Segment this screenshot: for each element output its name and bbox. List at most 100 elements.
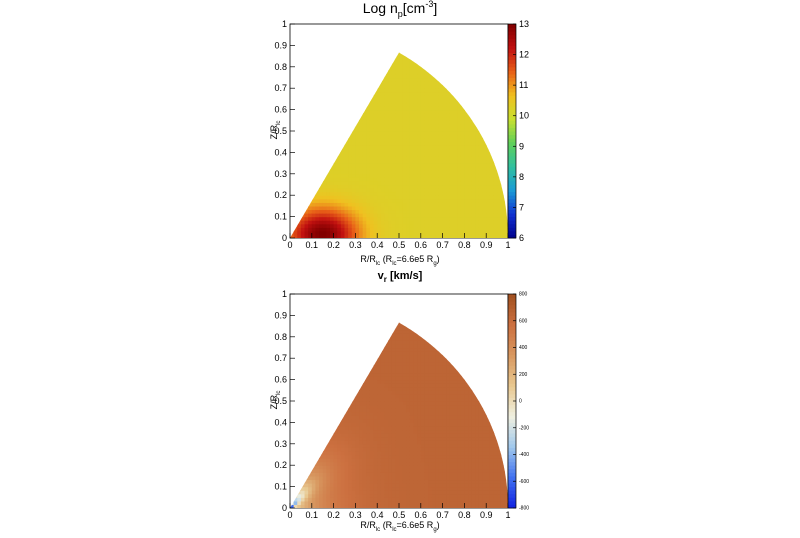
heatmap-cell [468,142,472,146]
heatmap-cell [439,185,443,189]
heatmap-cell [414,85,418,89]
heatmap-cell [312,501,316,505]
heatmap-cell [308,497,312,501]
heatmap-cell [392,138,396,142]
heatmap-cell [435,149,439,153]
heatmap-cell [384,120,388,124]
heatmap-cell [414,220,418,224]
heatmap-cell [417,99,421,103]
heatmap-cell [461,124,465,128]
heatmap-cell [384,110,388,114]
heatmap-cell [355,415,359,419]
heatmap-cell [359,202,363,206]
heatmap-cell [497,195,501,199]
heatmap-cell [483,181,487,185]
heatmap-cell [403,92,407,96]
heatmap-cell [399,127,403,131]
heatmap-cell [341,174,345,178]
heatmap-cell [363,209,367,213]
heatmap-cell [454,209,458,213]
heatmap-cell [388,220,392,224]
heatmap-cell [428,163,432,167]
heatmap-cell [370,152,374,156]
heatmap-cell [435,131,439,135]
heatmap-cell [493,220,497,224]
heatmap-cell [468,217,472,221]
heatmap-cell [457,220,461,224]
heatmap-cell [399,81,403,85]
heatmap-cell [428,181,432,185]
heatmap-cell [352,444,356,448]
y-tick-label: 0.4 [274,147,287,157]
heatmap-cell [341,497,345,501]
heatmap-cell [421,110,425,114]
heatmap-cell [490,181,494,185]
heatmap-cell [428,120,432,124]
heatmap-cell [345,188,349,192]
heatmap-cell [439,206,443,210]
heatmap-cell [334,476,338,480]
heatmap-cell [446,95,450,99]
x-tick-label: 0.4 [371,240,384,250]
heatmap-cell [406,177,410,181]
heatmap-cell [428,138,432,142]
heatmap-cell [450,117,454,121]
heatmap-cell [330,202,334,206]
heatmap-cell [461,149,465,153]
heatmap-cell [355,501,359,505]
heatmap-cell [363,419,367,423]
heatmap-cell [352,476,356,480]
heatmap-cell [370,234,374,238]
heatmap-cell [308,487,312,491]
heatmap-cell [403,81,407,85]
heatmap-cell [501,234,505,238]
heatmap-cell [341,487,345,491]
heatmap-cell [319,231,323,235]
heatmap-cell [490,167,494,171]
heatmap-cell [341,483,345,487]
heatmap-cell [421,160,425,164]
heatmap-cell [363,476,367,480]
heatmap-cell [432,117,436,121]
heatmap-cell [403,202,407,206]
heatmap-cell [355,455,359,459]
heatmap-cell [410,99,414,103]
heatmap-cell [381,199,385,203]
heatmap-cell [370,177,374,181]
heatmap-cell [432,202,436,206]
heatmap-cell [483,199,487,203]
heatmap-cell [334,199,338,203]
heatmap-cell [435,234,439,238]
heatmap-cell [305,501,309,505]
heatmap-cell [341,451,345,455]
heatmap-cell [410,63,414,67]
heatmap-cell [450,142,454,146]
heatmap-cell [381,95,385,99]
colorbar-segment [508,181,516,185]
heatmap-cell [381,117,385,121]
heatmap-cell [457,120,461,124]
colorbar-segment [508,92,516,96]
heatmap-cell [464,217,468,221]
heatmap-cell [352,408,356,412]
heatmap-cell [326,455,330,459]
heatmap-cell [392,142,396,146]
heatmap-cell [381,85,385,89]
colorbar-segment [508,110,516,114]
heatmap-cell [352,181,356,185]
heatmap-cell [490,192,494,196]
heatmap-cell [392,174,396,178]
heatmap-cell [497,206,501,210]
heatmap-cell [366,504,370,508]
heatmap-cell [352,447,356,451]
heatmap-cell [301,504,305,508]
heatmap-cell [432,127,436,131]
heatmap-cell [454,185,458,189]
heatmap-cell [457,152,461,156]
heatmap-cell [461,192,465,196]
heatmap-cell [341,476,345,480]
colorbar-segment [508,231,516,235]
heatmap-cell [355,138,359,142]
heatmap-cell [348,437,352,441]
heatmap-cell [366,231,370,235]
